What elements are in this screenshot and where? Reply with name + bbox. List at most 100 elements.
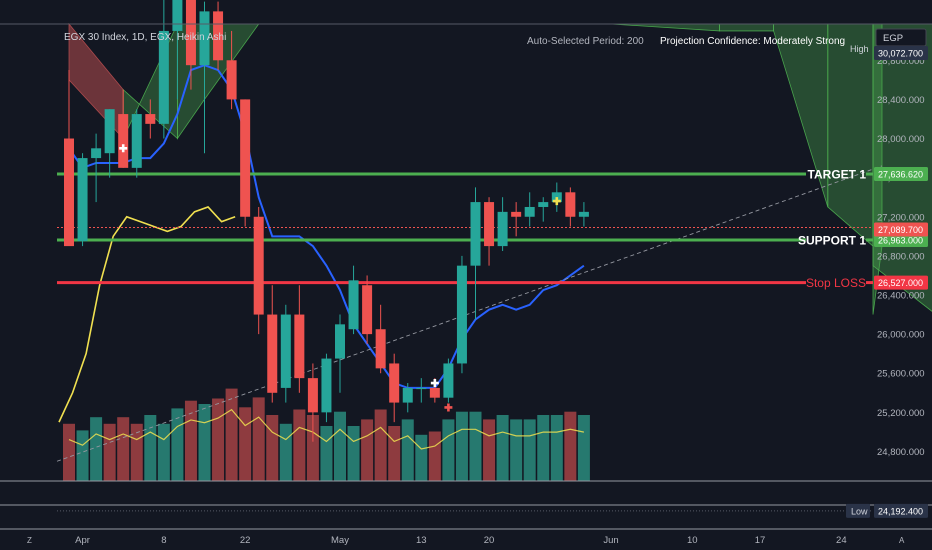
candle-body	[145, 114, 156, 124]
signal-markers	[119, 144, 561, 412]
level-tag-box	[874, 167, 928, 182]
level-tag-box	[874, 275, 928, 290]
time-tick-label: 13	[416, 535, 427, 546]
volume-bar	[388, 426, 401, 481]
candle-body	[64, 138, 74, 247]
time-tick-label: 17	[755, 535, 766, 546]
high-label: High	[850, 44, 869, 54]
price-tick-label: 27,200.000	[877, 212, 925, 223]
low-label: Low	[851, 506, 868, 516]
candle-body	[199, 11, 210, 66]
plus-marker	[552, 197, 561, 206]
time-axis[interactable]: Apr 8 22 May 13 20 Jun 10 17 24	[75, 535, 846, 546]
time-axis-left-icon[interactable]: Z	[27, 536, 32, 545]
auto-period-label: Auto-Selected Period: 200	[527, 36, 644, 47]
candle-body	[213, 11, 224, 61]
volume-bar	[428, 431, 441, 481]
price-tags: High30,072.70030,072.00027,636.62026,963…	[846, 44, 928, 518]
indicator-lines	[56, 64, 883, 462]
candle-body	[389, 363, 400, 403]
time-tick-label: 8	[161, 535, 166, 546]
price-tick-label: 28,400.000	[877, 95, 925, 106]
time-tick-label: 10	[687, 535, 698, 546]
confidence-label: Projection Confidence: Moderately Strong	[660, 36, 845, 47]
candle-body	[158, 30, 169, 124]
candle-body	[565, 192, 576, 217]
volume-bar	[320, 426, 333, 481]
candle-body	[470, 202, 481, 266]
volume-bar	[361, 419, 374, 481]
volume-bar	[483, 419, 496, 481]
candle-body	[335, 324, 345, 359]
candle-body	[307, 378, 318, 413]
candle-body	[280, 314, 291, 388]
candle-body	[253, 216, 264, 315]
kumo-segment	[719, 23, 774, 32]
candle-body	[538, 202, 549, 207]
volume-bar	[334, 411, 346, 481]
time-tick-label: Apr	[75, 535, 90, 546]
high-tag-text: 30,072.700	[878, 49, 923, 59]
candle-body	[416, 387, 427, 390]
candle-body	[77, 158, 88, 242]
plus-marker	[430, 379, 439, 388]
candle-body	[294, 314, 305, 379]
time-tick-label: Jun	[603, 535, 618, 546]
candle-body	[267, 314, 278, 393]
volume-ma-line	[68, 408, 585, 450]
candle-body	[91, 148, 102, 159]
currency-label[interactable]: EGP	[883, 33, 903, 44]
time-tick-label: 20	[484, 535, 495, 546]
volume-bar	[455, 411, 468, 481]
volume-bar	[212, 398, 225, 481]
current-price-tag-box	[874, 222, 928, 237]
candle-body	[402, 387, 413, 403]
volume-bar	[564, 411, 577, 481]
level-tag-text: 27,636.620	[878, 170, 923, 180]
volume-bar	[63, 423, 75, 481]
volume-bar	[171, 408, 184, 481]
candle-body	[484, 202, 495, 247]
candle-body	[362, 285, 373, 335]
candle-body	[240, 99, 251, 217]
volume-bar	[523, 419, 536, 481]
volume-bar	[279, 423, 292, 481]
current-price-tag-text: 27,089.700	[878, 225, 923, 235]
candle-body	[118, 114, 129, 168]
volume-bar	[266, 415, 279, 481]
time-axis-right-icon[interactable]: A	[899, 536, 905, 545]
time-tick-label: May	[331, 535, 349, 546]
volume-bar	[577, 415, 590, 481]
price-axis[interactable]: 24,800.000 25,200.000 25,600.000 26,000.000…	[877, 56, 925, 458]
candle-body	[172, 0, 183, 31]
volume-bar	[252, 397, 265, 481]
lagging-span-line	[58, 206, 236, 423]
volume-bar	[469, 411, 482, 481]
price-tick-label: 25,600.000	[877, 369, 925, 380]
volume-bar	[198, 404, 211, 481]
level-tag-text: 26,527.000	[878, 278, 923, 288]
volume-bar	[76, 430, 89, 481]
volume-bar	[537, 415, 550, 481]
volume-bar	[374, 409, 387, 481]
price-tick-label: 26,000.000	[877, 330, 925, 341]
price-tick-label: 26,800.000	[877, 251, 925, 262]
candle-body	[456, 265, 467, 364]
level-tag-text: 26,963.000	[878, 235, 923, 245]
candle-body	[375, 329, 386, 369]
candles	[64, 0, 589, 442]
plus-marker	[444, 403, 453, 412]
low-tag-box	[874, 503, 928, 518]
volume-bar	[90, 417, 103, 481]
volume-bar	[415, 434, 428, 481]
basis-line	[68, 64, 585, 389]
level-label: SUPPORT 1	[798, 233, 866, 247]
trend-line	[56, 165, 883, 462]
candle-body	[511, 211, 522, 217]
volume-bar	[103, 423, 116, 481]
volume-bar	[184, 400, 197, 481]
volume-bar	[117, 417, 130, 481]
candle-body	[321, 358, 332, 413]
